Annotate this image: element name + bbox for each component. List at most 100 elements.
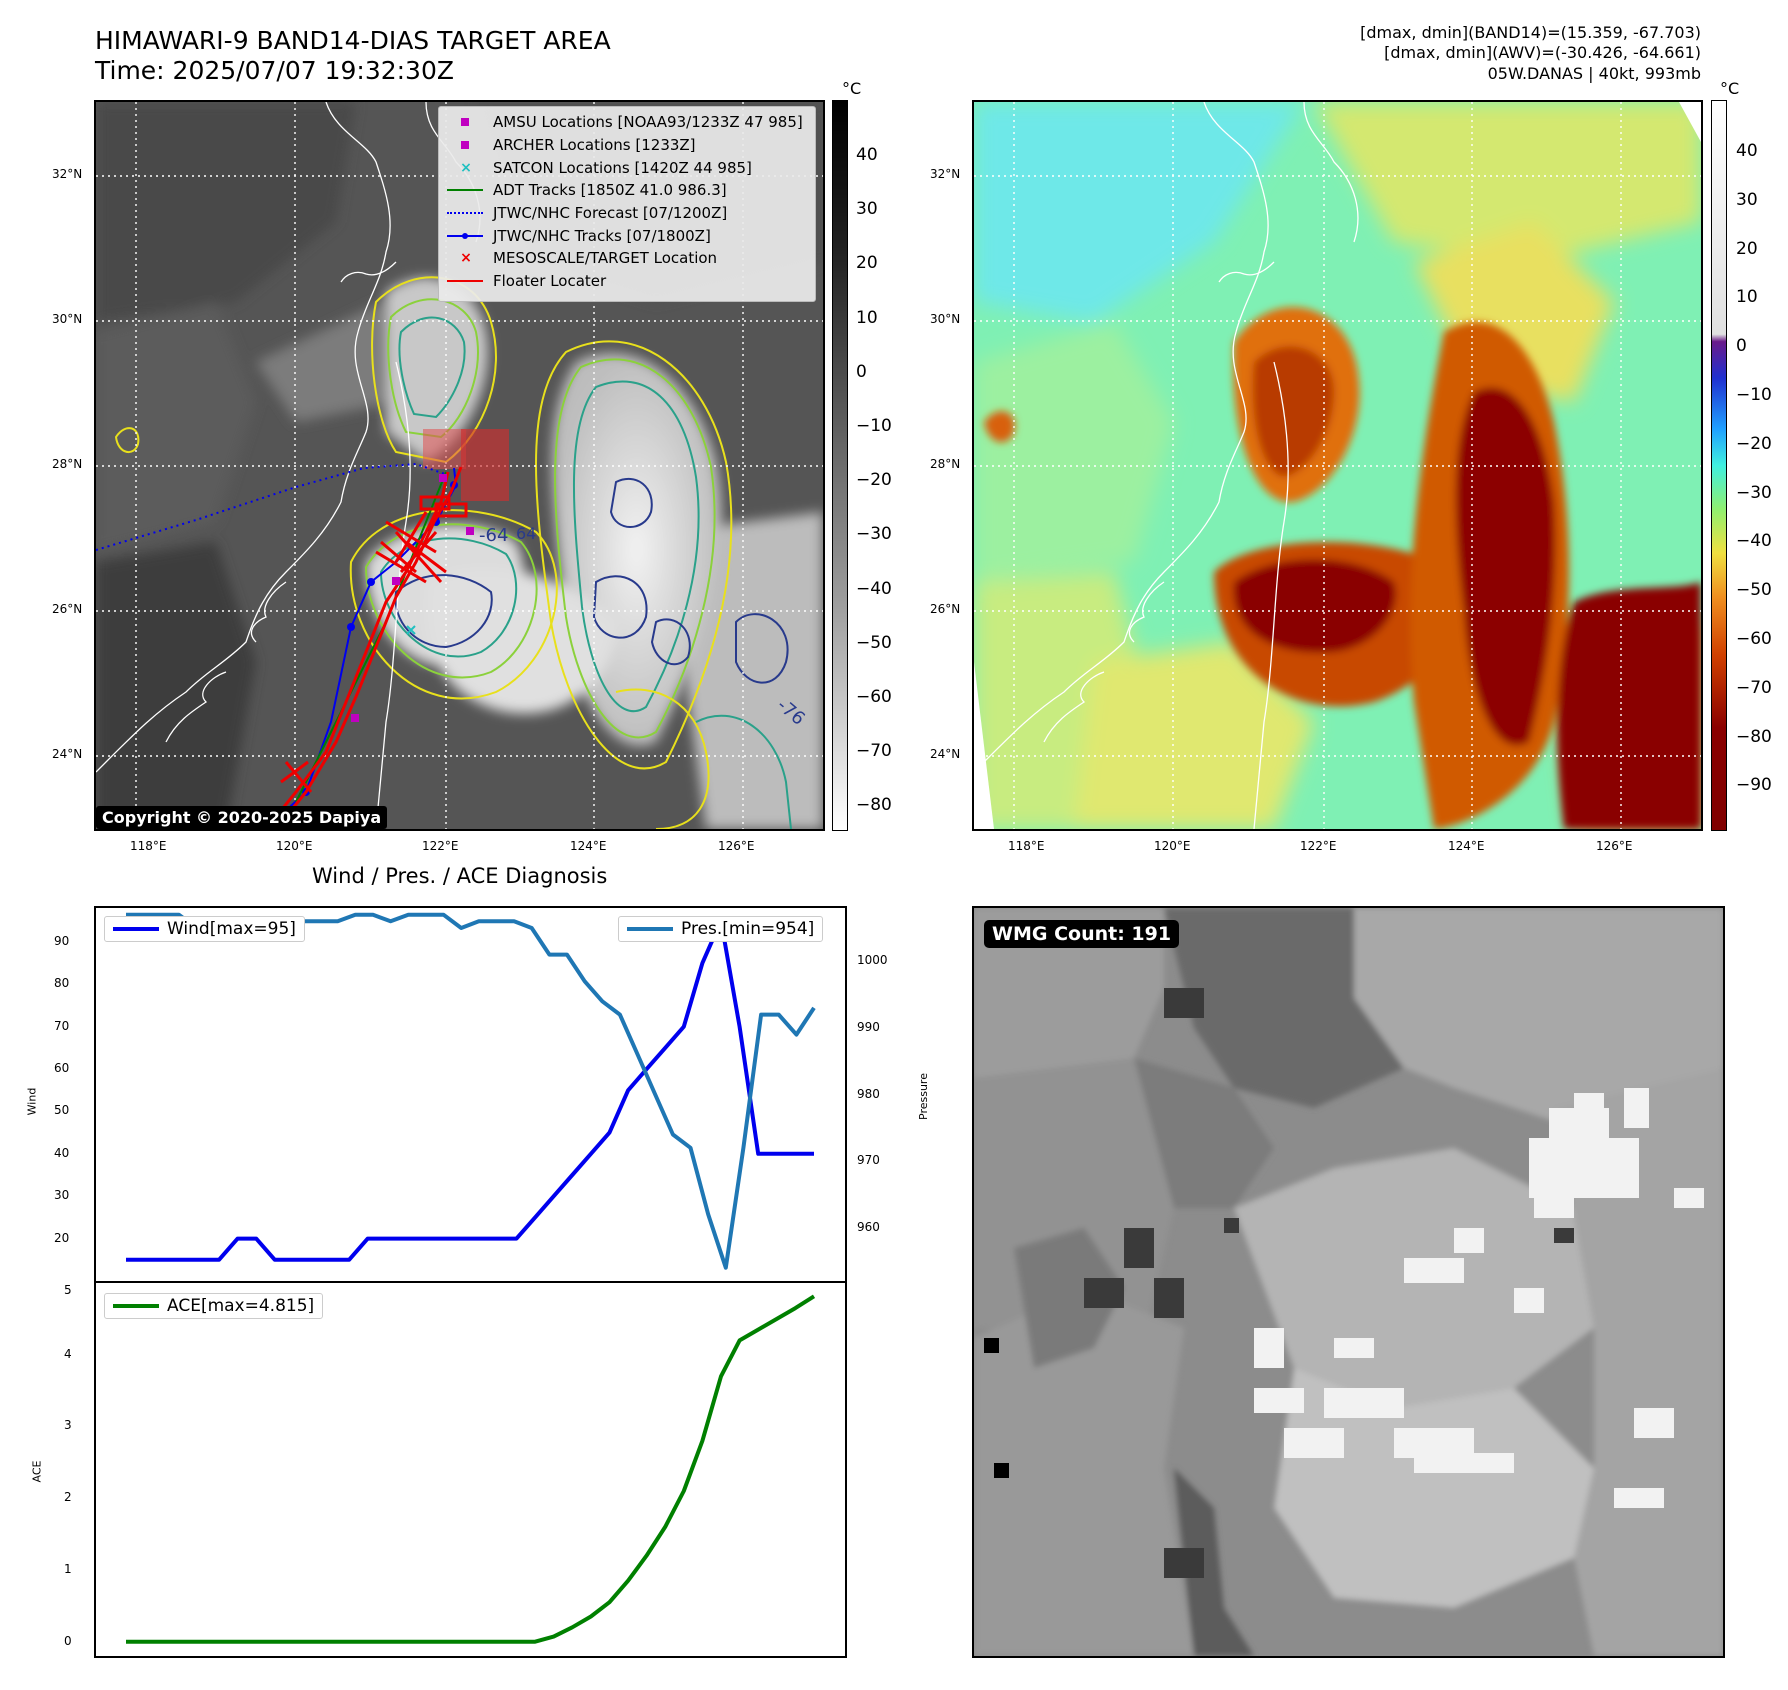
wind-pres-svg (126, 912, 816, 1270)
wind-tick: 40 (54, 1145, 70, 1160)
svg-text:64: 64 (516, 524, 536, 543)
pressure-tick: 980 (857, 1086, 880, 1101)
wmg-panel: WMG Count: 191 (972, 906, 1725, 1658)
lon-tick: 122°E (422, 839, 459, 853)
colorbar-tick: −20 (856, 470, 892, 491)
colorbar-tick: 30 (1736, 189, 1758, 210)
colorbar-tick: −70 (856, 741, 892, 762)
wmg-image (974, 908, 1723, 1656)
lat-tick: 24°N (52, 747, 83, 761)
wind-tick: 30 (54, 1188, 70, 1203)
target-box (461, 429, 509, 501)
lat-tick: 30°N (52, 312, 83, 326)
pressure-tick: 1000 (857, 953, 888, 968)
lat-tick: 26°N (52, 602, 83, 616)
colorbar-tick: −50 (856, 632, 892, 653)
ace-tick: 2 (64, 1490, 72, 1505)
mesoscale-box (423, 429, 466, 469)
floater-locater (264, 466, 468, 829)
colorbar-tick: −70 (1736, 677, 1772, 698)
colorbar-tick: −60 (856, 687, 892, 707)
colorbar-tick: 40 (1736, 141, 1758, 161)
wind-line (126, 918, 814, 1262)
info-storm: 05W.DANAS | 40kt, 993mb (1487, 64, 1701, 83)
pressure-axis-label: Pressure (916, 1073, 930, 1120)
lon-tick: 124°E (1448, 839, 1485, 853)
colorbar-tick: −40 (856, 578, 892, 599)
ace-tick: 1 (64, 1561, 72, 1576)
ace-svg (126, 1294, 816, 1644)
ace-axis-label: ACE (30, 1460, 44, 1483)
map-legend: AMSU Locations [NOAA93/1233Z 47 985] ARC… (438, 106, 816, 302)
legend-item-floater: Floater Locater (445, 270, 809, 293)
colorbar-tick: −80 (1736, 726, 1772, 747)
colorbar-tick: 0 (856, 361, 867, 382)
figure-time: Time: 2025/07/07 19:32:30Z (95, 56, 454, 85)
ace-tick: 4 (64, 1346, 72, 1361)
colorbar-tick: −10 (856, 416, 892, 436)
colorbar-tick: −50 (1736, 580, 1772, 601)
lon-tick: 118°E (130, 839, 167, 853)
legend-item-mesoscale: × MESOSCALE/TARGET Location (460, 249, 718, 268)
wind-tick: 20 (54, 1230, 70, 1245)
legend-item-amsu: AMSU Locations [NOAA93/1233Z 47 985] (445, 111, 809, 134)
wind-pres-plot (94, 906, 847, 1283)
colorbar-tick: −90 (1736, 775, 1772, 796)
diag-title: Wind / Pres. / ACE Diagnosis (312, 864, 608, 888)
ace-tick: 3 (64, 1418, 72, 1433)
colorbar-tick: 0 (1736, 336, 1747, 357)
wmg-count-badge: WMG Count: 191 (984, 920, 1180, 948)
colorbar-tick: −30 (856, 524, 892, 545)
legend-item-jtwc-tracks: JTWC/NHC Tracks [07/1800Z] (445, 224, 809, 247)
color-map-image (974, 102, 1701, 829)
colorbar-tick: 20 (1736, 238, 1758, 259)
colorbar-tick: 40 (856, 145, 878, 165)
lon-tick: 122°E (1300, 839, 1337, 853)
pressure-line (126, 912, 816, 1270)
pres-legend: Pres.[min=954] (618, 916, 824, 942)
ace-line (126, 1294, 816, 1644)
colorbar-tick: 10 (1736, 287, 1758, 308)
pressure-tick: 990 (857, 1019, 880, 1034)
lon-tick: 120°E (1154, 839, 1191, 853)
legend-item-jtwc-forecast: JTWC/NHC Forecast [07/1200Z] (445, 202, 809, 225)
lon-tick: 126°E (718, 839, 755, 853)
colorbar-tick: 30 (856, 199, 878, 220)
gray-colorbar (832, 100, 848, 831)
legend-item-archer: ARCHER Locations [1233Z] (445, 134, 809, 157)
ace-legend: ACE[max=4.815] (104, 1293, 324, 1319)
lat-tick: 30°N (930, 312, 961, 326)
wind-tick: 70 (54, 1018, 70, 1033)
svg-text:-64: -64 (479, 525, 508, 546)
colorbar-tick: −40 (1736, 531, 1772, 552)
color-colorbar (1711, 100, 1727, 831)
wind-tick: 90 (54, 933, 70, 948)
ir-map-panel: -64 64 -76 (94, 100, 825, 831)
pressure-tick: 960 (857, 1219, 880, 1234)
colorbar-tick: −20 (1736, 433, 1772, 454)
ace-plot (94, 1281, 847, 1658)
colorbar-tick: −30 (1736, 482, 1772, 503)
color-colorbar-unit: °C (1720, 79, 1740, 98)
pressure-tick: 970 (857, 1153, 880, 1168)
lat-tick: 28°N (930, 457, 961, 471)
legend-item-satcon: × SATCON Locations [1420Z 44 985] (460, 158, 752, 177)
info-dmax-band14: [dmax, dmin](BAND14)=(15.359, -67.703) (1360, 23, 1701, 42)
legend-item-adt: ADT Tracks [1850Z 41.0 986.3] (445, 179, 809, 202)
colorbar-tick: −10 (1736, 385, 1772, 405)
lat-tick: 26°N (930, 602, 961, 616)
lon-tick: 126°E (1596, 839, 1633, 853)
copyright-label: Copyright © 2020-2025 Dapiya (96, 806, 388, 829)
ace-tick: 5 (64, 1283, 72, 1297)
lon-tick: 120°E (276, 839, 313, 853)
lat-tick: 32°N (930, 167, 961, 181)
lat-tick: 24°N (930, 747, 961, 761)
lon-tick: 118°E (1008, 839, 1045, 853)
ace-tick: 0 (64, 1633, 72, 1648)
colorbar-tick: 20 (856, 253, 878, 274)
colorbar-tick: −60 (1736, 629, 1772, 649)
lon-tick: 124°E (570, 839, 607, 853)
colorbar-tick: −80 (856, 795, 892, 816)
wind-tick: 50 (54, 1103, 70, 1118)
info-dmax-awv: [dmax, dmin](AWV)=(-30.426, -64.661) (1384, 43, 1701, 62)
